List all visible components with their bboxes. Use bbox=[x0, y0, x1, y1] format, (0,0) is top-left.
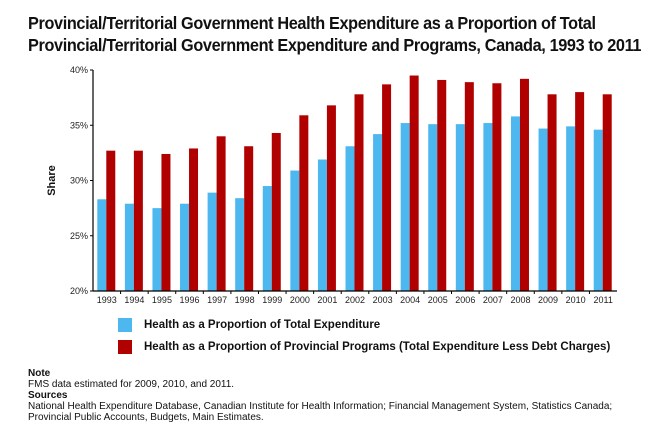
chart-title-line-2: Provincial/Territorial Government Expend… bbox=[28, 35, 642, 55]
x-tick-label: 2006 bbox=[455, 295, 475, 305]
legend-swatch-red bbox=[118, 340, 132, 354]
bar-total-expenditure-1993 bbox=[97, 199, 107, 291]
bar-total-expenditure-1998 bbox=[235, 198, 245, 291]
bar-provincial-programs-2005 bbox=[437, 79, 447, 291]
bar-provincial-programs-1999 bbox=[271, 132, 281, 291]
bar-total-expenditure-2005 bbox=[428, 124, 438, 292]
bar-provincial-programs-2006 bbox=[464, 82, 474, 291]
x-tick-label: 2005 bbox=[428, 295, 448, 305]
notes-section: Note FMS data estimated for 2009, 2010, … bbox=[28, 368, 658, 423]
x-tick-label: 2004 bbox=[400, 295, 420, 305]
legend-item-total-expenditure: Health as a Proportion of Total Expendit… bbox=[118, 318, 380, 332]
note-heading: Note bbox=[28, 368, 51, 379]
x-tick-label: 2000 bbox=[290, 295, 310, 305]
y-tick-label: 40% bbox=[70, 65, 88, 75]
bar-provincial-programs-1998 bbox=[244, 146, 254, 291]
bar-provincial-programs-2001 bbox=[326, 105, 336, 291]
bar-total-expenditure-2010 bbox=[566, 126, 576, 291]
note-text: FMS data estimated for 2009, 2010, and 2… bbox=[28, 379, 235, 390]
bar-total-expenditure-1996 bbox=[180, 203, 190, 291]
legend-label: Health as a Proportion of Provincial Pro… bbox=[144, 341, 611, 353]
bar-total-expenditure-2007 bbox=[483, 123, 493, 291]
sources-heading: Sources bbox=[28, 390, 68, 401]
bar-total-expenditure-2002 bbox=[345, 146, 355, 291]
bar-total-expenditure-2004 bbox=[400, 123, 410, 291]
bar-provincial-programs-2010 bbox=[575, 92, 585, 291]
bar-provincial-programs-1995 bbox=[161, 153, 171, 291]
y-tick-label: 30% bbox=[70, 176, 88, 186]
legend-swatch-blue bbox=[118, 318, 132, 332]
legend-item-provincial-programs: Health as a Proportion of Provincial Pro… bbox=[118, 340, 610, 354]
bar-provincial-programs-2004 bbox=[409, 75, 419, 292]
x-tick-label: 2011 bbox=[594, 295, 613, 305]
x-tick-label: 1998 bbox=[235, 295, 255, 305]
bar-provincial-programs-2002 bbox=[354, 94, 364, 291]
x-tick-label: 2007 bbox=[483, 295, 503, 305]
chart-title: Provincial/Territorial Government Health… bbox=[28, 12, 642, 56]
x-tick-label: 1994 bbox=[124, 295, 144, 305]
x-tick-label: 2001 bbox=[317, 295, 337, 305]
bar-total-expenditure-2008 bbox=[510, 116, 520, 291]
x-tick-label: 1999 bbox=[262, 295, 282, 305]
bar-provincial-programs-1996 bbox=[189, 148, 199, 291]
x-tick-label: 1993 bbox=[97, 295, 117, 305]
bar-total-expenditure-2009 bbox=[538, 128, 548, 291]
x-tick-label: 1997 bbox=[207, 295, 227, 305]
x-tick-label: 1996 bbox=[180, 295, 200, 305]
y-tick-label: 20% bbox=[70, 286, 88, 296]
bar-provincial-programs-2008 bbox=[519, 78, 529, 291]
sources-text: National Health Expenditure Database, Ca… bbox=[28, 401, 613, 423]
y-axis-label: Share bbox=[46, 165, 58, 196]
bar-total-expenditure-2001 bbox=[317, 159, 327, 291]
bar-total-expenditure-1999 bbox=[262, 186, 272, 291]
y-tick-label: 35% bbox=[70, 120, 88, 130]
x-tick-label: 2002 bbox=[345, 295, 365, 305]
bar-provincial-programs-2003 bbox=[382, 84, 392, 292]
bar-total-expenditure-2003 bbox=[373, 134, 383, 291]
x-tick-label: 2008 bbox=[510, 295, 530, 305]
bar-total-expenditure-1994 bbox=[124, 203, 134, 291]
x-tick-label: 2003 bbox=[373, 295, 393, 305]
bar-provincial-programs-1993 bbox=[106, 150, 116, 291]
x-tick-label: 2009 bbox=[538, 295, 558, 305]
bar-provincial-programs-1994 bbox=[133, 150, 143, 291]
bar-total-expenditure-2006 bbox=[455, 124, 465, 292]
bar-total-expenditure-1997 bbox=[207, 192, 217, 291]
bar-provincial-programs-2009 bbox=[547, 94, 557, 291]
legend-label: Health as a Proportion of Total Expendit… bbox=[144, 319, 381, 331]
bar-total-expenditure-1995 bbox=[152, 208, 162, 291]
y-tick-label: 25% bbox=[70, 231, 88, 241]
bar-total-expenditure-2000 bbox=[290, 170, 300, 291]
bar-provincial-programs-1997 bbox=[216, 136, 226, 291]
x-tick-label: 1995 bbox=[152, 295, 172, 305]
bar-provincial-programs-2007 bbox=[492, 83, 502, 291]
bar-provincial-programs-2000 bbox=[299, 115, 309, 292]
chart-title-line-1: Provincial/Territorial Government Health… bbox=[28, 13, 596, 33]
bar-total-expenditure-2011 bbox=[593, 129, 603, 291]
x-tick-label: 2010 bbox=[566, 295, 586, 305]
bar-provincial-programs-2011 bbox=[602, 94, 612, 291]
